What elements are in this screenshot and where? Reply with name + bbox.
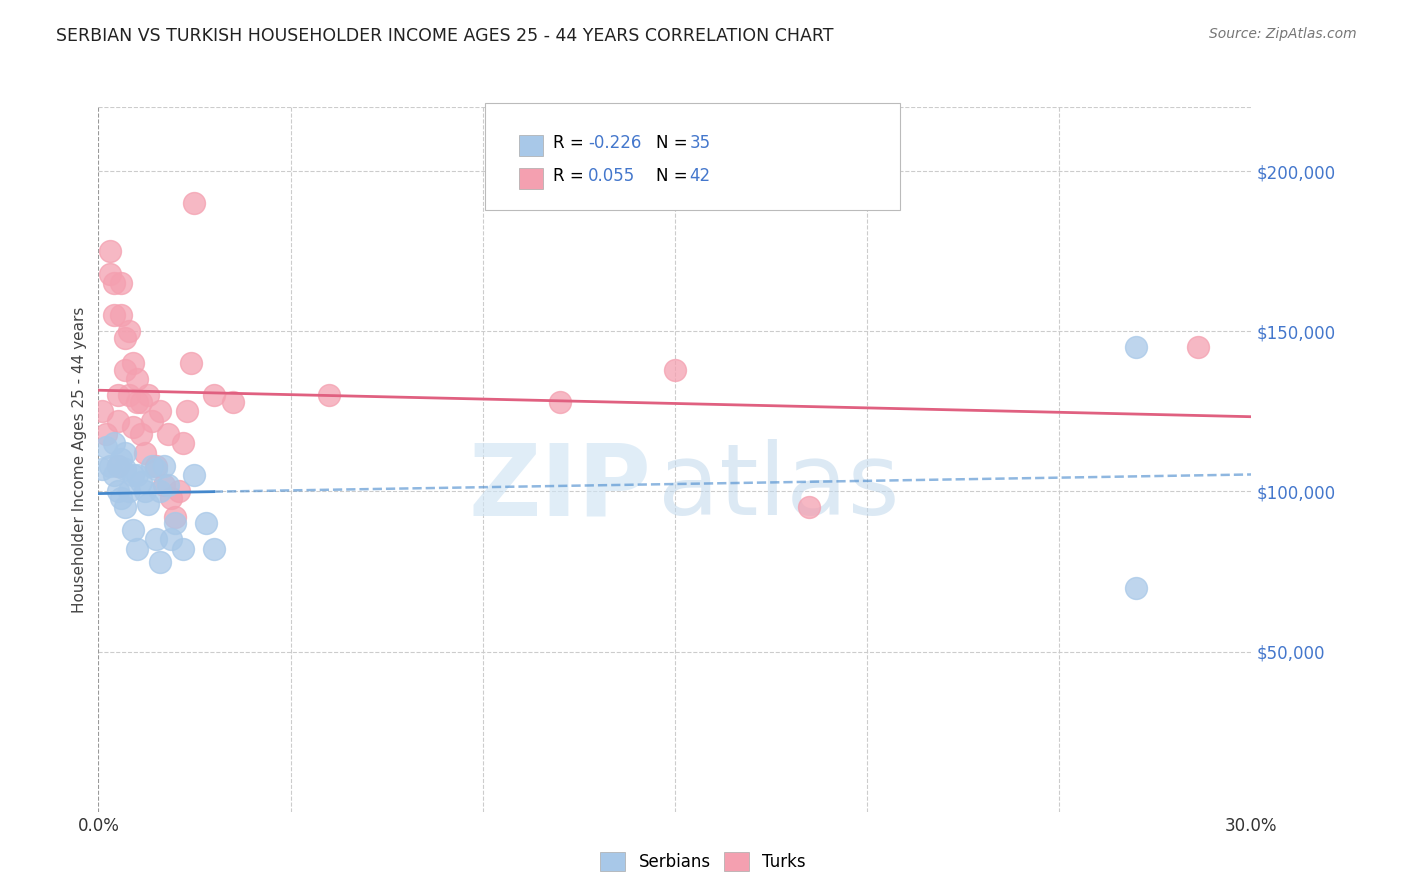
Point xyxy=(103,436,125,450)
Point xyxy=(134,484,156,499)
Text: R =: R = xyxy=(553,167,589,185)
Text: 35: 35 xyxy=(689,134,710,152)
Point xyxy=(107,458,129,473)
Point xyxy=(125,372,148,386)
Point xyxy=(160,491,183,505)
Point xyxy=(156,426,179,441)
Point xyxy=(195,516,218,531)
Point xyxy=(141,414,163,428)
Point xyxy=(98,244,121,259)
Point xyxy=(107,484,129,499)
Point xyxy=(114,362,136,376)
Point xyxy=(129,426,152,441)
Point xyxy=(222,394,245,409)
Point xyxy=(180,356,202,370)
Point xyxy=(145,458,167,473)
Point xyxy=(318,388,340,402)
Point xyxy=(98,458,121,473)
Text: 0.055: 0.055 xyxy=(588,167,636,185)
Text: N =: N = xyxy=(655,134,693,152)
Point xyxy=(103,468,125,483)
Point xyxy=(156,478,179,492)
Point xyxy=(548,394,571,409)
Point xyxy=(114,331,136,345)
Point xyxy=(183,196,205,211)
Point xyxy=(202,388,225,402)
Text: atlas: atlas xyxy=(658,439,900,536)
Point xyxy=(125,468,148,483)
Text: Source: ZipAtlas.com: Source: ZipAtlas.com xyxy=(1209,27,1357,41)
Point xyxy=(149,404,172,418)
Point xyxy=(110,491,132,505)
Point xyxy=(114,446,136,460)
Point xyxy=(1125,340,1147,354)
Point xyxy=(183,468,205,483)
Point xyxy=(202,542,225,557)
Text: SERBIAN VS TURKISH HOUSEHOLDER INCOME AGES 25 - 44 YEARS CORRELATION CHART: SERBIAN VS TURKISH HOUSEHOLDER INCOME AG… xyxy=(56,27,834,45)
Point xyxy=(1125,581,1147,595)
Point xyxy=(149,555,172,569)
Point xyxy=(125,542,148,557)
Point xyxy=(138,388,160,402)
Point xyxy=(172,436,194,450)
Point xyxy=(110,277,132,291)
Text: N =: N = xyxy=(655,167,693,185)
Point xyxy=(103,308,125,322)
Point xyxy=(172,542,194,557)
Point xyxy=(160,533,183,547)
Point xyxy=(134,446,156,460)
Point xyxy=(152,458,174,473)
Point xyxy=(98,267,121,281)
Point xyxy=(167,484,190,499)
Point xyxy=(110,308,132,322)
Point xyxy=(129,475,152,489)
Point xyxy=(107,414,129,428)
Point xyxy=(118,388,141,402)
Point xyxy=(145,462,167,476)
Point xyxy=(152,478,174,492)
Point xyxy=(94,426,117,441)
Point xyxy=(141,458,163,473)
Point xyxy=(122,420,145,434)
Point xyxy=(176,404,198,418)
Point xyxy=(799,500,821,515)
Point xyxy=(94,440,117,454)
Y-axis label: Householder Income Ages 25 - 44 years: Householder Income Ages 25 - 44 years xyxy=(72,306,87,613)
Point xyxy=(91,404,114,418)
Point xyxy=(664,362,686,376)
Point xyxy=(1187,340,1209,354)
Point xyxy=(110,452,132,467)
Point xyxy=(114,500,136,515)
Point xyxy=(122,523,145,537)
Point xyxy=(122,356,145,370)
Point xyxy=(138,497,160,511)
Legend: Serbians, Turks: Serbians, Turks xyxy=(592,843,814,880)
Point xyxy=(122,468,145,483)
Point xyxy=(118,484,141,499)
Point xyxy=(129,394,152,409)
Point xyxy=(165,510,187,524)
Text: -0.226: -0.226 xyxy=(588,134,641,152)
Text: ZIP: ZIP xyxy=(470,439,652,536)
Text: 42: 42 xyxy=(689,167,710,185)
Point xyxy=(118,324,141,338)
Point xyxy=(91,462,114,476)
Point xyxy=(107,388,129,402)
Point xyxy=(107,458,129,473)
Point xyxy=(165,516,187,531)
Point xyxy=(114,462,136,476)
Text: R =: R = xyxy=(553,134,589,152)
Point xyxy=(145,533,167,547)
Point xyxy=(125,394,148,409)
Point xyxy=(103,277,125,291)
Point xyxy=(149,484,172,499)
